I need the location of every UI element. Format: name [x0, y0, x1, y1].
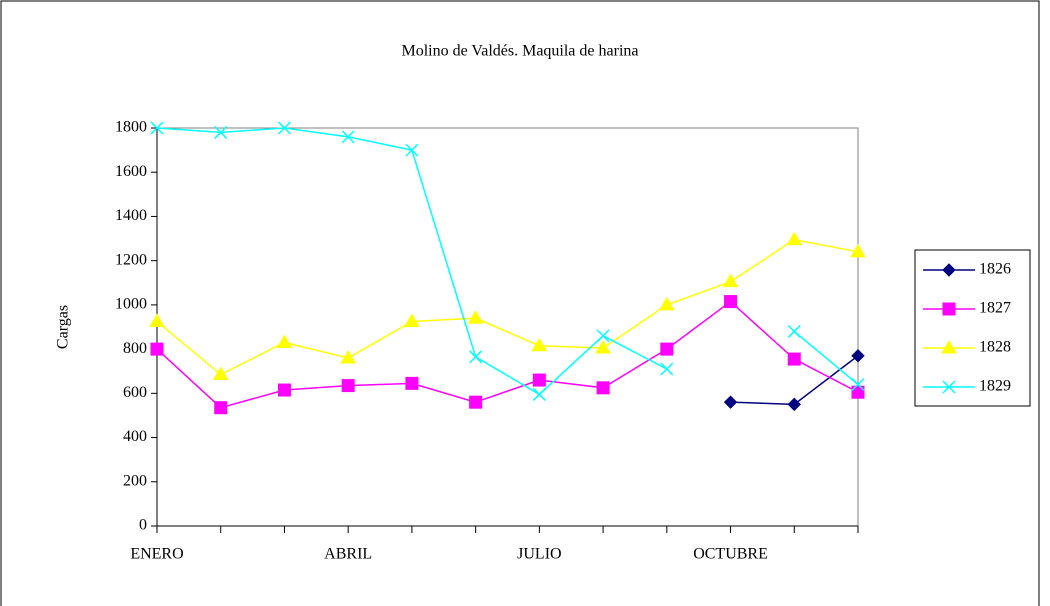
legend-label: 1828	[979, 339, 1011, 356]
point	[531, 337, 548, 352]
legend-label: 1829	[979, 378, 1011, 395]
y-tick-label: 1200	[115, 251, 147, 268]
y-tick-label: 1400	[115, 207, 147, 224]
point	[724, 295, 738, 309]
y-tick-label: 200	[123, 472, 147, 489]
point	[787, 324, 801, 338]
point	[532, 387, 546, 401]
legend-label: 1827	[979, 300, 1011, 317]
legend-label: 1826	[979, 261, 1011, 278]
point	[596, 329, 610, 343]
y-tick-label: 1600	[115, 163, 147, 180]
point	[658, 296, 675, 311]
legend-marker	[942, 380, 956, 394]
point	[722, 273, 739, 288]
point	[723, 395, 738, 409]
y-tick-label: 800	[123, 340, 147, 357]
x-tick-label: ABRIL	[324, 546, 372, 563]
legend	[914, 249, 1031, 407]
point	[277, 383, 291, 397]
point	[467, 310, 484, 324]
y-tick-label: 600	[123, 384, 147, 401]
point	[660, 342, 674, 356]
point	[851, 349, 865, 363]
legend-marker	[942, 302, 956, 316]
point	[532, 373, 546, 387]
chart-title: Molino de Valdés. Maquila de harina	[402, 43, 639, 60]
point	[595, 340, 611, 354]
point	[596, 381, 610, 395]
point	[277, 121, 291, 135]
x-tick-label: JULIO	[517, 546, 561, 563]
x-tick-label: OCTUBRE	[693, 546, 768, 563]
point	[469, 350, 483, 364]
point	[787, 352, 801, 366]
line	[156, 300, 859, 409]
point	[850, 243, 866, 258]
y-axis-label: Cargas	[55, 305, 72, 349]
point	[341, 379, 355, 393]
point	[212, 366, 229, 381]
y-tick-label: 1800	[115, 119, 147, 136]
point	[786, 231, 803, 246]
point	[660, 362, 674, 376]
point	[405, 376, 419, 390]
point	[340, 349, 357, 364]
line	[793, 330, 859, 386]
point	[150, 342, 164, 356]
legend-marker	[942, 263, 956, 277]
point	[341, 130, 355, 144]
point	[150, 121, 164, 135]
point	[851, 385, 865, 399]
y-tick-label: 400	[123, 428, 147, 445]
point	[787, 397, 801, 412]
legend-marker	[941, 340, 957, 354]
point	[214, 125, 228, 139]
x-tick-label: ENERO	[130, 546, 183, 563]
point	[404, 313, 420, 327]
point	[149, 313, 165, 327]
line	[156, 238, 859, 376]
y-tick-label: 0	[139, 517, 147, 534]
point	[851, 377, 865, 392]
point	[469, 395, 483, 409]
point	[276, 334, 293, 348]
point	[405, 143, 419, 157]
point	[214, 401, 228, 415]
y-tick-label: 1000	[115, 296, 147, 313]
